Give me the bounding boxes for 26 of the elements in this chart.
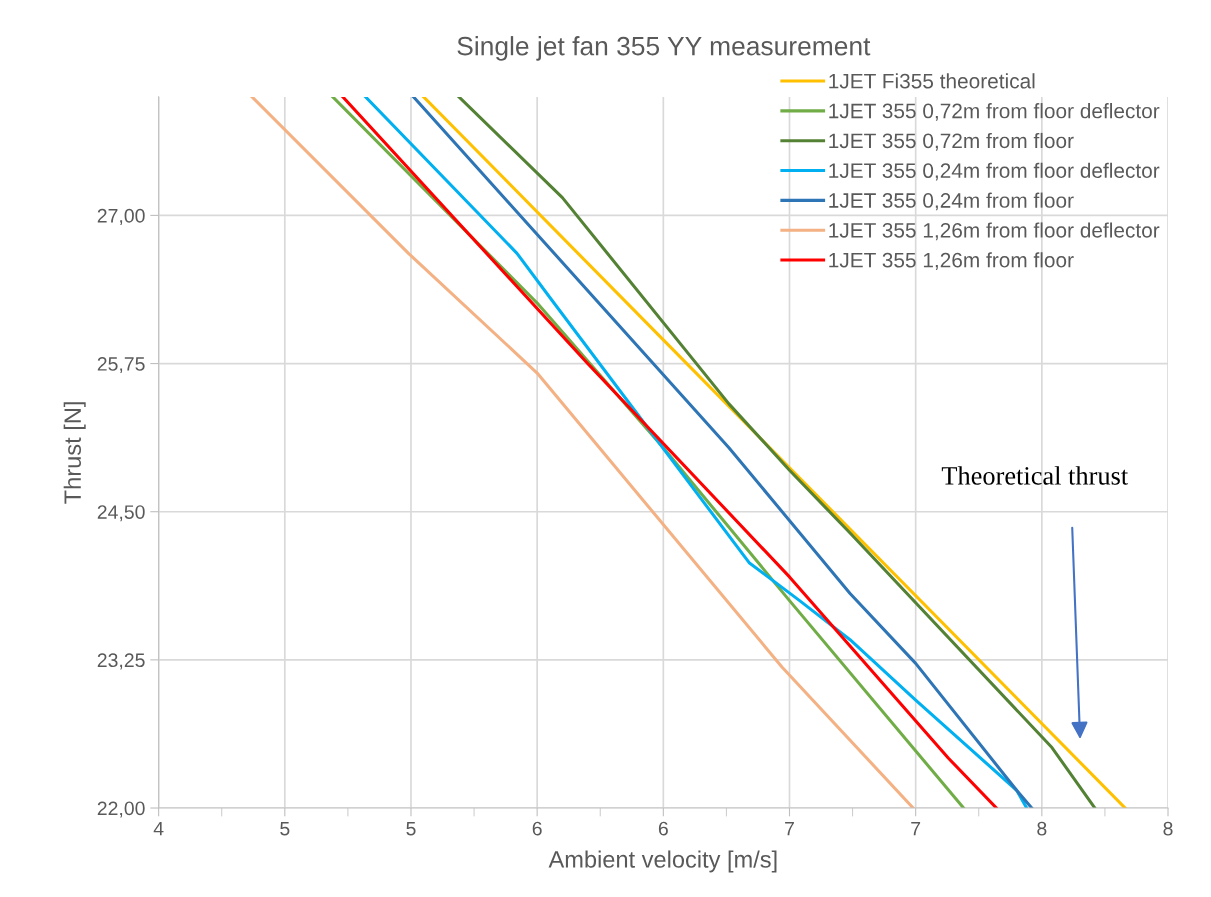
y-axis-title: Thrust [N]: [63, 402, 86, 504]
legend-label: 1JET 355 0,72m from floor: [829, 132, 1074, 151]
legend-label: 1JET 355 0,24m from floor deflector: [829, 162, 1160, 181]
chart-title: Single jet fan 355 YY measurement: [457, 36, 871, 61]
x-tick-label: 8: [1037, 821, 1047, 836]
y-tick-label: 22,00: [97, 801, 145, 818]
x-tick-label: 6: [658, 821, 668, 836]
y-tick-label: 27,00: [97, 208, 145, 225]
x-tick-label: 6: [532, 821, 542, 836]
line-series: [250, 96, 915, 809]
x-tick-label: 8: [1163, 821, 1173, 836]
legend-label: 1JET Fi355 theoretical: [829, 73, 1035, 89]
x-axis-title: Ambient velocity [m/s]: [548, 850, 777, 873]
x-tick-label: 7: [911, 821, 921, 836]
annotation: Theoretical thrust: [941, 466, 1129, 485]
y-tick-label: 24,50: [97, 505, 145, 522]
legend-label: 1JET 355 1,26m from floor: [829, 252, 1074, 270]
y-tick-label: 23,25: [97, 653, 145, 670]
legend-label: 1JET 355 0,24m from floor: [829, 192, 1074, 211]
x-tick-label: 4: [153, 821, 164, 836]
y-tick-label: 25,75: [97, 357, 145, 374]
legend-label: 1JET 355 0,72m from floor deflector: [829, 103, 1160, 121]
x-tick-label: 7: [785, 821, 794, 836]
legend-label: 1JET 355 1,26m from floor deflector: [829, 222, 1160, 241]
x-tick-label: 5: [280, 821, 290, 836]
x-tick-label: 5: [406, 821, 416, 836]
